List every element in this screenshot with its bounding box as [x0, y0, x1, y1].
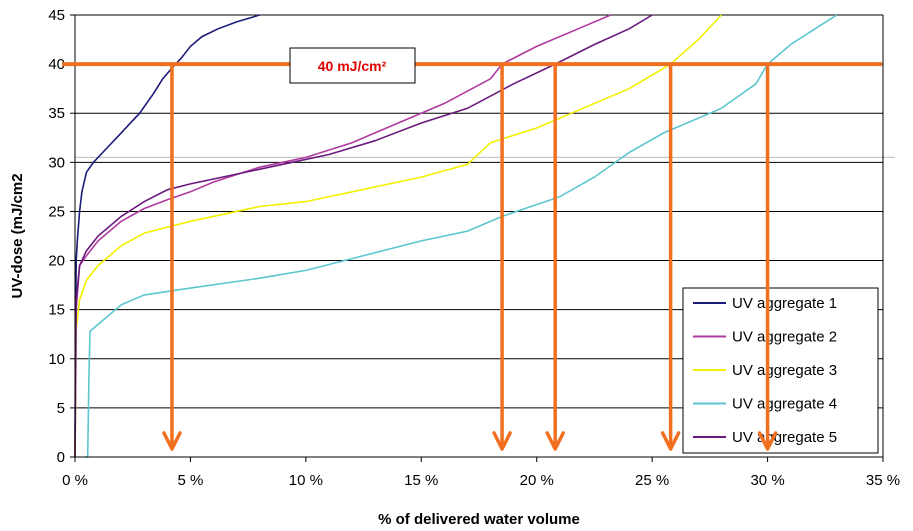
- legend-label-3: UV aggregate 3: [732, 362, 837, 379]
- threshold-label: 40 mJ/cm²: [318, 58, 387, 74]
- legend: UV aggregate 1 UV aggregate 2 UV aggregate…: [682, 287, 879, 454]
- x-tick-label: 15 %: [404, 472, 438, 489]
- y-tick-label: 40: [48, 56, 65, 73]
- y-tick-label: 20: [48, 253, 65, 270]
- legend-label-1: UV aggregate 1: [732, 295, 837, 312]
- y-tick-label: 15: [48, 302, 65, 319]
- series-lines: [74, 14, 838, 458]
- threshold-arrow-head: [545, 431, 565, 451]
- threshold-label-box: [289, 47, 416, 84]
- threshold-arrow-head: [492, 431, 512, 451]
- y-tick-label: 5: [57, 400, 65, 417]
- x-tick-label: 0 %: [62, 472, 88, 489]
- x-tick-label: 10 %: [289, 472, 323, 489]
- series-line-1: [74, 14, 260, 458]
- legend-label-2: UV aggregate 2: [732, 329, 837, 346]
- axes: [74, 15, 884, 458]
- y-tick-label: 45: [48, 7, 65, 24]
- x-tick-label: 30 %: [750, 472, 784, 489]
- series-line-5: [74, 14, 653, 458]
- x-tick-label: 20 %: [520, 472, 554, 489]
- y-axis-title: UV-dose (mJ/cm2: [9, 173, 26, 298]
- x-tick-label: 25 %: [635, 472, 669, 489]
- gridlines: [75, 14, 895, 409]
- y-tick-label: 25: [48, 203, 65, 220]
- threshold-arrow-head: [757, 431, 778, 451]
- legend-label-5: UV aggregate 5: [732, 429, 837, 446]
- threshold-arrow-head: [660, 431, 681, 451]
- y-tick-label: 35: [48, 105, 65, 122]
- y-tick-label: 10: [48, 351, 65, 368]
- x-axis-title: % of delivered water volume: [378, 511, 580, 528]
- legend-label-4: UV aggregate 4: [732, 396, 837, 413]
- y-tick-label: 30: [48, 154, 65, 171]
- x-tick-label: 35 %: [866, 472, 900, 489]
- threshold-arrow-head: [162, 431, 182, 451]
- series-line-4: [85, 14, 838, 458]
- x-tick-label: 5 %: [177, 472, 203, 489]
- tick-labels: 0 5 10 15 20 25 30 35 40 45 0 % 5 % 10 % 15 % 20 % 25 %…: [48, 7, 900, 489]
- dose-threshold-annotation: 40 mJ/cm²: [62, 47, 882, 451]
- y-tick-label: 0: [57, 449, 65, 466]
- series-line-3: [74, 14, 722, 458]
